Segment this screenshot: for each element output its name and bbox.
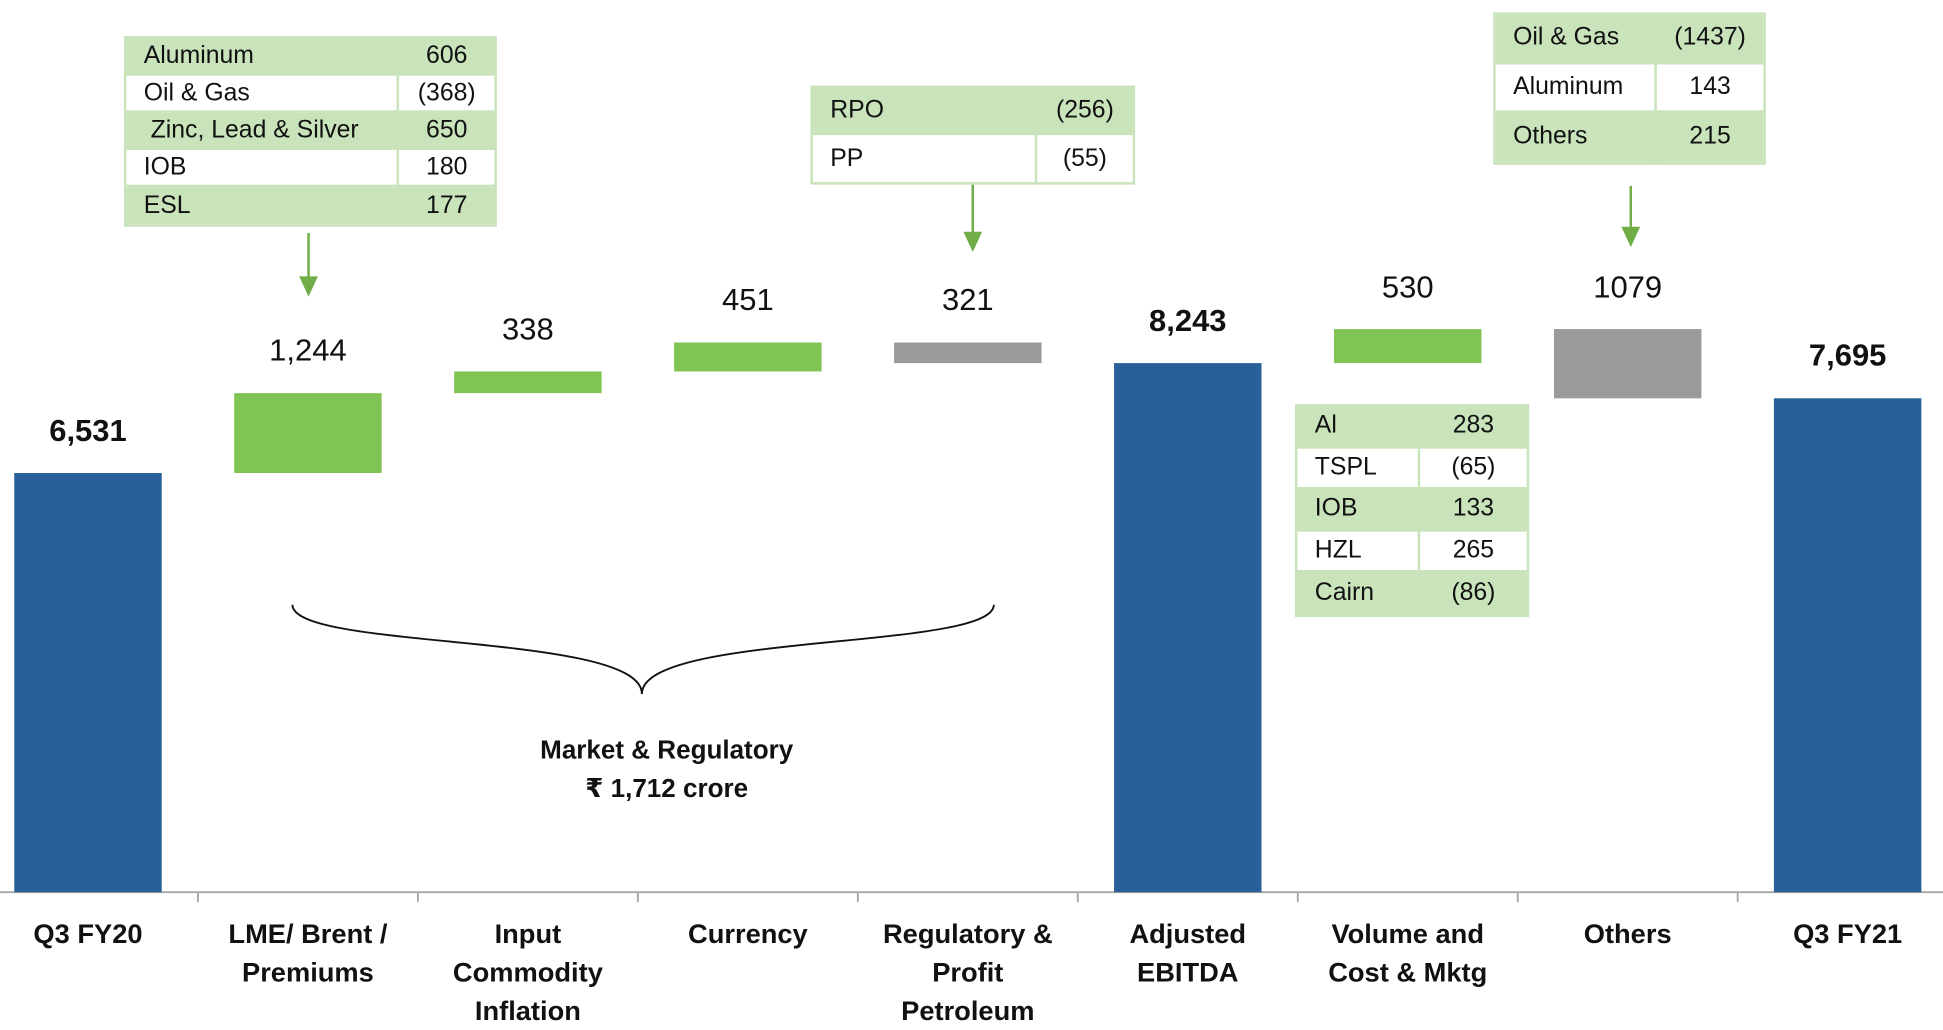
bar [894, 342, 1042, 364]
table-cell-name: RPO [813, 87, 1038, 133]
table-cell-name: Aluminum [1496, 63, 1657, 111]
table-cell-value: 180 [426, 153, 468, 181]
annotation-table: Al 283 TSPL (65) IOB 133 HZL 265 Cairn (86) [1294, 403, 1530, 617]
table-cell-name: ESL [126, 187, 400, 225]
arrow-head [963, 231, 983, 253]
table-cell-name: Cairn [1297, 572, 1421, 615]
table-cell-value: (256) [1055, 96, 1114, 124]
x-tick-label: Others [1583, 918, 1672, 950]
table-cell-name: HZL [1297, 530, 1421, 571]
table-cell-name: IOB [126, 149, 400, 185]
table-row: IOB 180 [126, 149, 495, 188]
table-cell-value: (368) [417, 78, 476, 106]
table-cell-value: 606 [426, 41, 468, 69]
table-cell-value: 265 [1452, 536, 1495, 564]
value-label: 321 [941, 283, 994, 318]
annotation-table: Aluminum 606 Oil & Gas (368) Zinc, Lead & S… [123, 35, 497, 227]
bar [1333, 329, 1482, 364]
bar [234, 393, 382, 473]
table-cell-value: 650 [426, 115, 468, 144]
arrow-head [1621, 226, 1641, 248]
bar [1553, 329, 1702, 399]
annotation-table: Oil & Gas (1437) Aluminum 143 Others 215 [1493, 12, 1766, 165]
arrows [299, 180, 1641, 297]
table-cell-value: (86) [1451, 579, 1496, 607]
bar [1114, 363, 1262, 893]
table-row: IOB 133 [1297, 489, 1527, 531]
table-row: ESL 177 [126, 187, 495, 225]
table-row: Cairn (86) [1297, 572, 1527, 615]
bracket-label: ₹ 1,712 crore [585, 774, 749, 804]
bar [14, 472, 162, 893]
table-cell-name: Oil & Gas [1496, 14, 1657, 62]
value-label: 6,531 [49, 413, 127, 449]
table-cell-value: 143 [1689, 72, 1731, 101]
table-row: Oil & Gas (1437) [1495, 14, 1764, 64]
value-label: 338 [502, 311, 554, 347]
x-tick-label: LME/ Brent / Premiums [228, 918, 388, 988]
value-label: 1079 [1593, 269, 1663, 305]
value-label: 1,244 [269, 333, 347, 369]
table-cell-name: Aluminum [126, 38, 400, 74]
table-row: HZL 265 [1297, 530, 1527, 573]
table-cell-name: PP [813, 135, 1038, 183]
table-row: Aluminum 143 [1495, 63, 1764, 113]
table-row: Zinc, Lead & Silver 650 [126, 112, 495, 150]
bar [674, 342, 822, 372]
table-cell-value: (65) [1451, 453, 1496, 481]
bracket-label: Market & Regulatory [540, 736, 794, 765]
table-row: RPO (256) [812, 87, 1133, 136]
table-cell-name: IOB [1297, 489, 1421, 529]
x-tick-label: Volume and Cost & Mktg [1328, 918, 1488, 988]
value-label: 451 [722, 283, 774, 318]
table-cell-name: Others [1496, 112, 1657, 162]
annotation-table: RPO (256) PP (55) [810, 85, 1136, 185]
table-row: Aluminum 606 [126, 38, 495, 76]
table-cell-value: (1437) [1674, 23, 1746, 52]
table-row: Others 215 [1495, 112, 1764, 162]
x-tick-label: Adjusted EBITDA [1129, 918, 1247, 988]
table-cell-value: 283 [1452, 411, 1495, 439]
bar [454, 371, 602, 394]
table-cell-value: 177 [426, 191, 468, 219]
table-cell-name: Zinc, Lead & Silver [126, 112, 400, 148]
table-row: Oil & Gas (368) [126, 75, 495, 113]
bar [1773, 398, 1922, 893]
table-cell-name: Oil & Gas [126, 75, 400, 111]
value-label: 8,243 [1149, 303, 1227, 339]
value-label: 530 [1381, 269, 1434, 305]
table-cell-name: Al [1297, 406, 1421, 446]
table-row: PP (55) [813, 135, 1133, 183]
table-row: Al 283 [1297, 406, 1527, 448]
x-tick-label: Input Commodity Inflation [452, 918, 603, 1027]
value-label: 7,695 [1808, 338, 1887, 374]
table-cell-value: 215 [1689, 122, 1731, 151]
x-tick-label: Regulatory & Profit Petroleum [882, 918, 1053, 1027]
table-cell-name: TSPL [1297, 447, 1421, 488]
x-tick-label: Q3 FY20 [33, 918, 143, 950]
arrow-head [299, 276, 318, 297]
table-cell-value: 133 [1452, 494, 1495, 523]
x-tick-label: Currency [688, 918, 808, 950]
x-tick-label: Q3 FY21 [1793, 918, 1903, 950]
table-row: TSPL (65) [1297, 447, 1527, 490]
table-cell-value: (55) [1062, 144, 1107, 172]
bracket [291, 604, 995, 695]
